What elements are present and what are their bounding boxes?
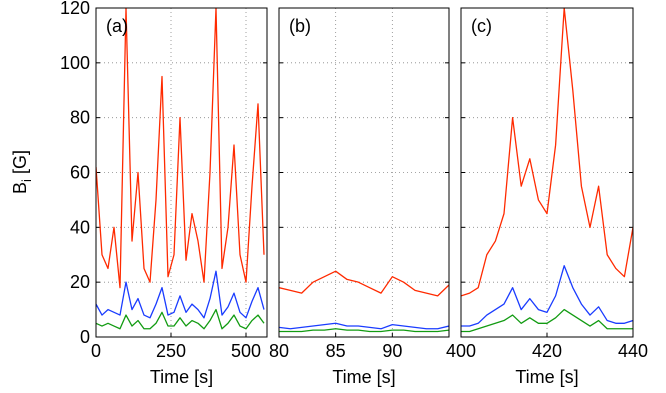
y-tick-label: 40 <box>70 217 90 237</box>
y-tick-label: 120 <box>60 0 90 18</box>
x-tick-label: 85 <box>326 341 346 361</box>
x-tick-label: 250 <box>156 341 186 361</box>
y-tick-label: 20 <box>70 272 90 292</box>
axes-box <box>460 7 634 338</box>
x-tick-label: 90 <box>382 341 402 361</box>
y-label-unit: [G] <box>10 150 30 174</box>
series-group <box>461 8 633 333</box>
x-tick-label: 440 <box>618 341 648 361</box>
series-group <box>96 8 265 330</box>
data-line <box>96 8 265 289</box>
y-tick-label: 60 <box>70 163 90 183</box>
axes-box <box>95 7 268 338</box>
x-axis-label: Time [s] <box>515 367 578 387</box>
data-line <box>279 270 449 297</box>
data-line <box>96 308 265 330</box>
data-line <box>461 8 633 297</box>
panel-label: (a) <box>106 16 128 36</box>
x-tick-label: 80 <box>269 341 289 361</box>
y-tick-label: 100 <box>60 53 90 73</box>
data-line <box>461 308 633 333</box>
y-tick-label: 80 <box>70 108 90 128</box>
x-tick-label: 400 <box>446 341 476 361</box>
panel-label: (c) <box>471 16 492 36</box>
axes-box <box>278 7 450 338</box>
y-axis-label: Bi [G] <box>10 150 34 194</box>
y-label-main: B <box>10 182 30 194</box>
x-tick-label: 500 <box>231 341 261 361</box>
data-line <box>96 270 265 319</box>
y-tick-label: 0 <box>80 327 90 347</box>
y-label-sub: i <box>19 179 34 182</box>
x-axis-label: Time [s] <box>332 367 395 387</box>
x-axis-label: Time [s] <box>150 367 213 387</box>
data-line <box>279 328 449 333</box>
data-line <box>279 322 449 330</box>
x-tick-label: 420 <box>532 341 562 361</box>
panel-label: (b) <box>289 16 311 36</box>
data-line <box>461 265 633 327</box>
series-group <box>279 270 449 333</box>
x-tick-label: 0 <box>91 341 101 361</box>
